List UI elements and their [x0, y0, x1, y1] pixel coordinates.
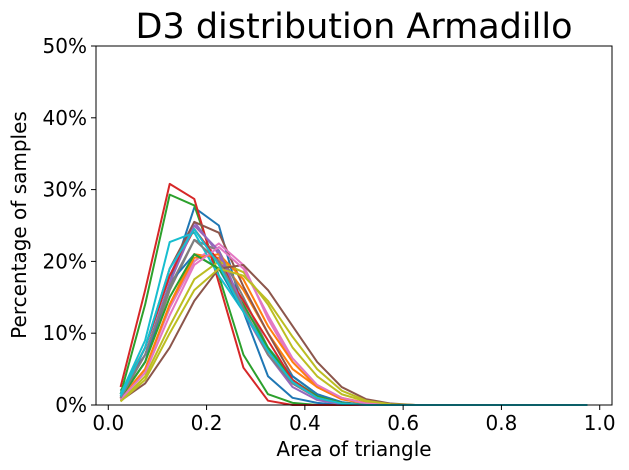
x-axis: 0.0 0.2 0.4 0.6 0.8 1.0	[92, 405, 616, 435]
y-tick-label: 20%	[43, 249, 87, 273]
plot-frame	[95, 45, 613, 406]
x-axis-label: Area of triangle	[276, 437, 431, 461]
x-tick-label: 0.2	[191, 411, 223, 435]
y-axis-label: Percentage of samples	[7, 111, 31, 339]
y-tick-label: 30%	[43, 178, 87, 202]
x-tick-label: 0.4	[289, 411, 321, 435]
x-tick-label: 0.6	[387, 411, 419, 435]
y-tick-label: 50%	[43, 34, 87, 58]
y-tick-label: 10%	[43, 321, 87, 345]
y-axis: 0% 10% 20% 30% 40% 50%	[43, 34, 96, 417]
x-tick-label: 0.8	[486, 411, 518, 435]
y-tick-label: 40%	[43, 106, 87, 130]
y-tick-label: 0%	[55, 393, 87, 417]
x-tick-label: 0.0	[92, 411, 124, 435]
x-tick-label: 1.0	[584, 411, 616, 435]
chart-title: D3 distribution Armadillo	[136, 7, 573, 47]
